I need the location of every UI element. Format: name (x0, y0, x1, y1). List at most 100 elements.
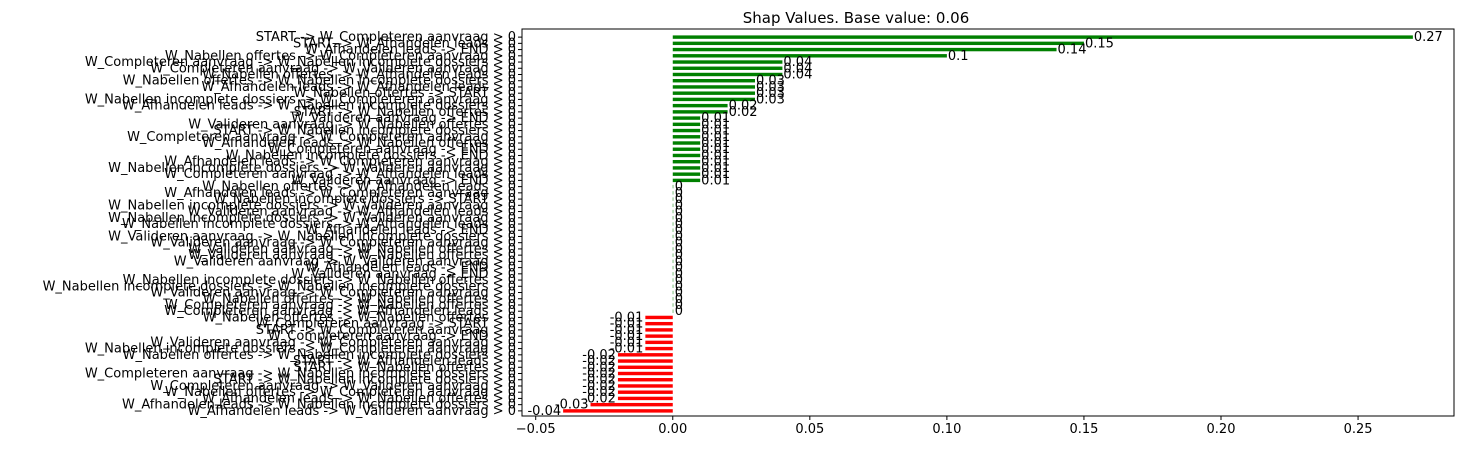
bar (672, 91, 755, 95)
bar (672, 66, 783, 70)
y-tick-label: W_Completeren aanvraag -> START > 0 (256, 317, 516, 332)
bar (617, 371, 673, 376)
bar (672, 41, 1084, 46)
y-tick-label: W_Afhandelen leads -> END > 0 (305, 223, 516, 238)
y-tick-label: W_Nabellen offertes -> W_Nabellen offert… (203, 292, 516, 307)
bar (672, 116, 701, 120)
bar (672, 197, 674, 201)
bar-value-label: 0.03 (756, 80, 785, 95)
x-axis: −0.05 0.00 0.05 0.10 0.15 0.20 0.25 (516, 416, 1373, 437)
bar-value-label: -0.02 (582, 348, 616, 363)
bar (672, 153, 701, 158)
y-tick-label: W_Valideren aanvraag -> END > 0 (291, 267, 516, 282)
bar (617, 365, 673, 369)
bar-value-label: 0.03 (756, 92, 785, 107)
bar-value-label: -0.03 (555, 398, 589, 413)
y-tick-label: W_Nabellen incomplete dossiers -> START … (214, 192, 516, 207)
bar (672, 103, 728, 108)
bar (672, 85, 755, 89)
bar-value-label: 0.01 (701, 124, 730, 139)
y-tick-label: W_Nabellen incomplete dossiers -> W_Afha… (122, 217, 516, 232)
y-tick-label: W_Afhandelen leads -> W_Valideren aanvra… (188, 404, 516, 419)
y-tick-label: START -> W_Afhandelen leads > 0 (293, 354, 516, 369)
bar (672, 184, 674, 189)
y-tick-label: W_Nabellen offertes -> W_Afhandelen lead… (202, 180, 516, 195)
bar-value-label: -0.01 (610, 342, 644, 357)
bar (672, 203, 674, 208)
bar (645, 346, 673, 351)
y-tick-label: W_Nabellen offertes -> W_Nabellen incomp… (123, 348, 516, 363)
bar-value-label: -0.01 (610, 335, 644, 350)
y-tick-label: START -> W_Completeren aanvraag > 0 (256, 30, 516, 45)
y-tick-label: W_Completeren aanvraag -> W_Nabellen off… (165, 298, 516, 313)
bar-value-label: 0.03 (756, 86, 785, 101)
bar (617, 390, 673, 394)
bar (617, 378, 673, 382)
y-tick-label: W_Nabellen offertes -> W_Nabellen incomp… (123, 74, 516, 89)
bar-value-label: 0 (675, 229, 683, 244)
bar-value-label: 0 (675, 304, 683, 319)
bar (672, 234, 674, 239)
bar-value-label: 0 (675, 223, 683, 238)
y-tick-label: W_Completeren aanvraag -> W_Nabellen inc… (85, 55, 516, 70)
y-tick-label: W_Nabellen incomplete dossiers -> END > … (226, 148, 516, 163)
bar-value-label: 0 (675, 242, 683, 257)
y-tick-label: W_Valideren aanvraag -> W_Nabellen offer… (188, 248, 516, 263)
bar (645, 334, 673, 338)
bar-value-label: -0.02 (582, 391, 616, 406)
bar (672, 60, 783, 64)
bar-value-label: -0.04 (527, 404, 561, 419)
y-tick-label: W_Valideren aanvraag -> END > 0 (291, 173, 516, 188)
y-tick-label: W_Valideren aanvraag -> W_Completeren aa… (150, 236, 516, 251)
y-tick-label: W_Completeren aanvraag -> W_Nabellen inc… (85, 367, 516, 382)
y-tick-label: START -> W_Completeren aanvraag > 0 (256, 323, 516, 338)
bar-value-label: -0.02 (582, 367, 616, 382)
bar (645, 340, 673, 345)
x-tick-label: −0.05 (516, 422, 556, 437)
bar-value-label: -0.01 (610, 317, 644, 332)
x-tick-label: 0.25 (1344, 422, 1373, 437)
bar-value-label: 0 (675, 292, 683, 307)
bar (672, 79, 755, 83)
bar-value-label: 0.04 (783, 55, 812, 70)
y-tick-label: W_Valideren aanvraag -> W_Afhandelen lea… (188, 205, 516, 220)
bar (672, 228, 674, 232)
bar (672, 278, 674, 282)
bar-value-label: -0.02 (582, 354, 616, 369)
y-tick-label: W_Completeren aanvraag -> W_Completeren … (127, 130, 516, 145)
bar-value-label: 0.02 (729, 99, 758, 114)
bar-value-label: 0 (675, 205, 683, 220)
bar (672, 147, 701, 151)
y-tick-label: W_Nabellen offertes -> W_Afhandelen lead… (202, 67, 516, 82)
y-tick-label: W_Valideren aanvraag -> W_Completeren aa… (150, 335, 516, 350)
bar (672, 265, 674, 270)
bar-value-label: 0.15 (1085, 36, 1114, 51)
y-tick-label: W_Nabellen offertes -> W_Completeren aan… (165, 385, 516, 400)
y-tick-label: W_Nabellen incomplete dossiers -> W_Comp… (85, 342, 516, 357)
bar-value-label: -0.02 (582, 360, 616, 375)
x-tick-label: 0.05 (795, 422, 824, 437)
y-tick-label: W_Nabellen incomplete dossiers -> W_Vali… (108, 198, 516, 213)
y-tick-label: W_Nabellen incomplete dossiers -> W_Nabe… (123, 273, 516, 288)
bar (672, 166, 701, 170)
bar-value-label: 0 (675, 248, 683, 263)
bar (617, 396, 673, 401)
bar-value-label: 0 (675, 298, 683, 313)
y-tick-label: START -> W_Nabellen incomplete dossiers … (214, 373, 516, 388)
bar-value-label: 0.01 (701, 161, 730, 176)
y-tick-label: W_Valideren aanvraag -> W_Valideren aanv… (174, 254, 516, 269)
bar (672, 122, 701, 127)
bar (672, 135, 701, 139)
bar-value-label: 0.03 (756, 74, 785, 89)
bar-value-label: -0.01 (610, 329, 644, 344)
bar (672, 141, 701, 145)
bar-value-label: 0 (675, 279, 683, 294)
y-tick-label: W_Valideren aanvraag -> W_Nabellen incom… (108, 229, 516, 244)
x-tick-label: 0.10 (932, 422, 961, 437)
y-tick-label: W_Completeren aanvraag -> W_Valideren aa… (150, 61, 516, 76)
bar-value-label: 0.04 (783, 61, 812, 76)
bar-value-label: 0.01 (701, 148, 730, 163)
bar-value-label: 0.01 (701, 111, 730, 126)
bar (672, 309, 674, 313)
